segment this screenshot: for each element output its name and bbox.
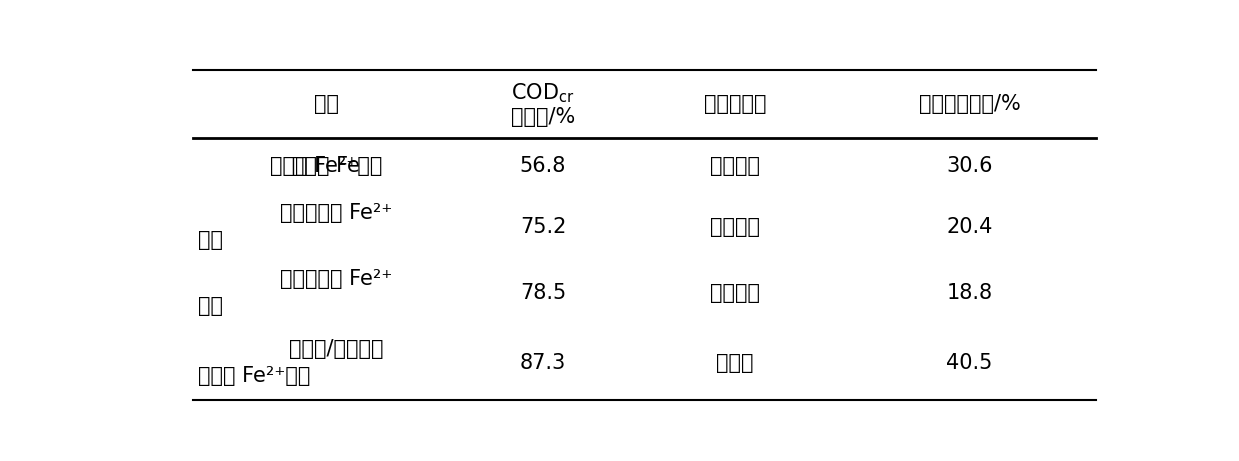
Text: 配络合 Fe²⁺活化: 配络合 Fe²⁺活化 — [198, 366, 311, 386]
Text: 无络合 Fe: 无络合 Fe — [292, 155, 361, 176]
Text: 87.3: 87.3 — [520, 353, 566, 373]
Text: 去除率/%: 去除率/% — [510, 107, 575, 127]
Text: 75.2: 75.2 — [520, 217, 566, 236]
Text: 56.8: 56.8 — [520, 155, 566, 176]
Text: 活化: 活化 — [198, 296, 223, 316]
Text: 18.8: 18.8 — [947, 283, 992, 303]
Text: 78.5: 78.5 — [520, 283, 566, 303]
Text: 少量沉淀: 少量沉淀 — [710, 283, 760, 303]
Text: 大量沉淀: 大量沉淀 — [710, 155, 760, 176]
Text: 无络合 Fe²⁺活化: 无络合 Fe²⁺活化 — [270, 155, 383, 176]
Text: 20.4: 20.4 — [947, 217, 992, 236]
Text: $\mathrm{COD_{cr}}$: $\mathrm{COD_{cr}}$ — [512, 81, 575, 105]
Text: 柠檬酸络合 Fe²⁺: 柠檬酸络合 Fe²⁺ — [280, 203, 393, 223]
Text: 酒石酸络合 Fe²⁺: 酒石酸络合 Fe²⁺ — [280, 269, 393, 290]
Text: 少量沉淀: 少量沉淀 — [710, 217, 760, 236]
Text: 无沉淀: 无沉淀 — [716, 353, 753, 373]
Text: 柠檬酸/酒石酸混: 柠檬酸/酒石酸混 — [289, 339, 383, 360]
Text: 40.5: 40.5 — [947, 353, 992, 373]
Text: 30.6: 30.6 — [947, 155, 992, 176]
Text: 铁离子沉淀: 铁离子沉淀 — [704, 94, 766, 113]
Text: 活化: 活化 — [198, 230, 223, 250]
Text: 项目: 项目 — [313, 94, 339, 113]
Text: 过硫酸钠剩余/%: 过硫酸钠剩余/% — [918, 94, 1021, 113]
